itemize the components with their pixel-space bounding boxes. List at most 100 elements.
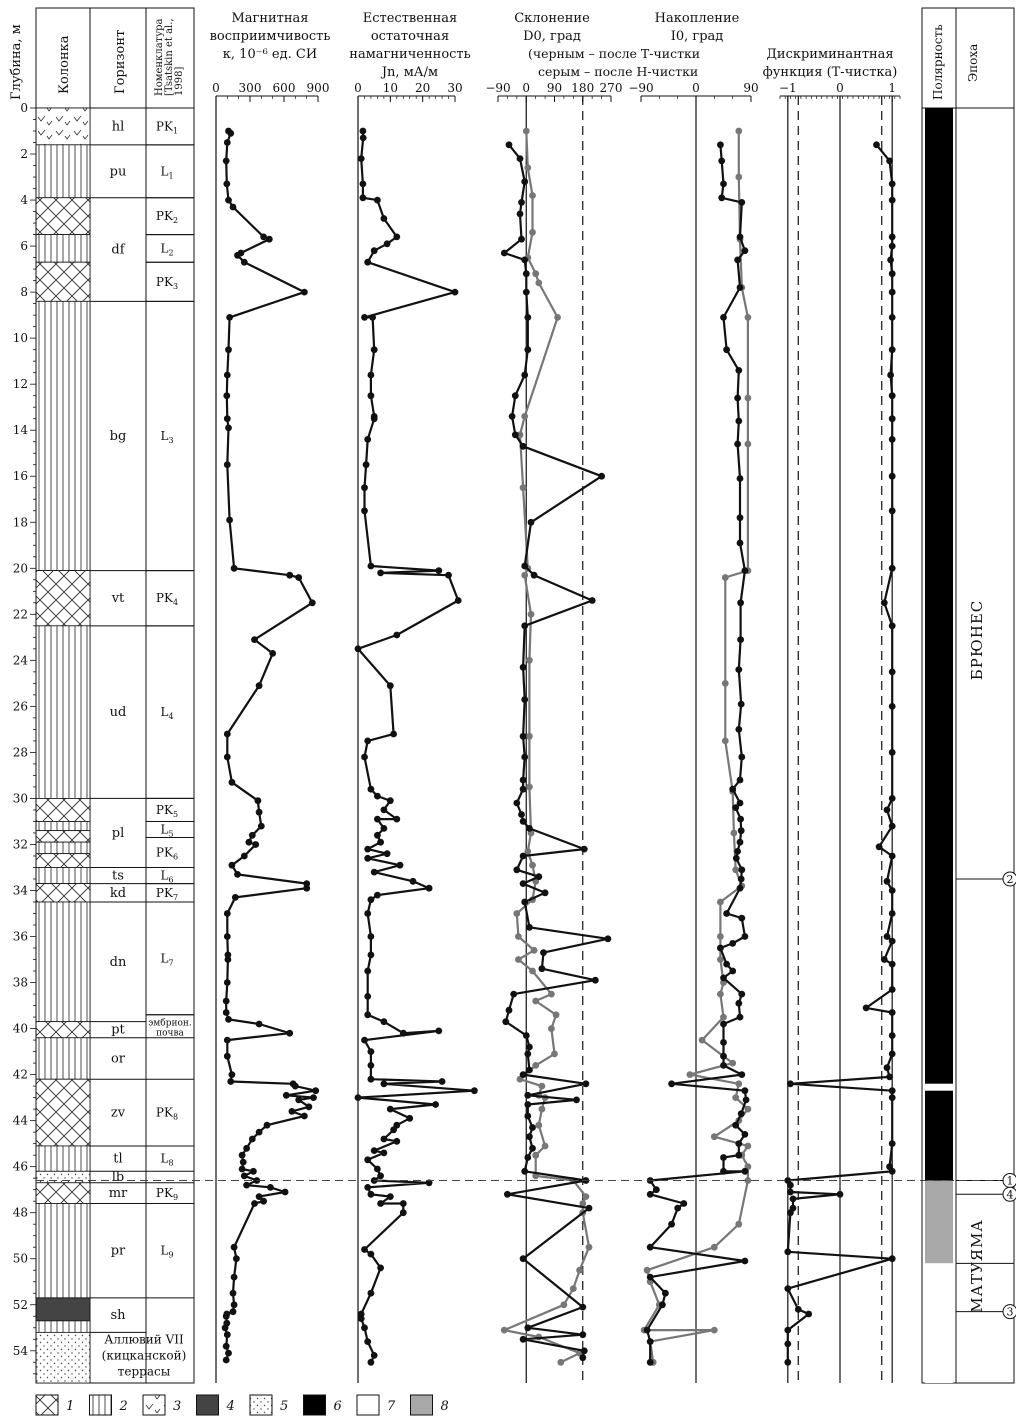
- data-point: [432, 1101, 439, 1108]
- data-point: [374, 792, 381, 800]
- data-point: [579, 1331, 587, 1339]
- nomenclature-label: PK1: [156, 119, 178, 135]
- data-point: [301, 288, 308, 296]
- data-point: [369, 314, 376, 321]
- polarity-zone-black: [925, 1090, 953, 1181]
- data-point: [500, 1326, 508, 1334]
- x-tick-label: −1: [779, 81, 797, 95]
- data-point: [223, 1052, 231, 1060]
- data-point: [521, 696, 529, 703]
- nomenclature-label: PK8: [156, 1106, 178, 1122]
- data-point: [538, 1082, 546, 1090]
- data-point: [741, 567, 749, 574]
- depth-tick-label: 10: [13, 331, 28, 345]
- nomenclature-label: L9: [160, 1244, 173, 1260]
- data-point: [524, 1324, 532, 1332]
- depth-tick-label: 42: [13, 1068, 28, 1082]
- data-point: [238, 1165, 246, 1173]
- data-point: [471, 1087, 478, 1095]
- data-point: [524, 1112, 532, 1120]
- data-point: [359, 194, 367, 202]
- depth-tick-label: 26: [13, 699, 28, 713]
- nomenclature-subscript: 2: [168, 248, 173, 257]
- data-point: [222, 157, 230, 165]
- data-point: [573, 1096, 580, 1104]
- data-point: [519, 484, 527, 492]
- data-point: [659, 1301, 666, 1309]
- nomenclature-subscript: 4: [173, 598, 178, 607]
- depth-tick-label: 32: [13, 837, 28, 851]
- data-point: [223, 415, 231, 423]
- horizon-label: pu: [110, 164, 127, 179]
- data-point: [794, 1306, 802, 1313]
- jn-title-2: остаточная: [371, 29, 449, 44]
- data-point: [310, 1094, 317, 1101]
- stratum: [35, 1021, 91, 1039]
- data-point: [741, 933, 749, 940]
- data-point: [888, 1255, 896, 1263]
- data-point: [370, 346, 378, 354]
- data-point: [888, 986, 896, 993]
- data-point: [364, 967, 372, 975]
- nomenclature-label: PK7: [156, 886, 178, 902]
- data-point: [721, 737, 729, 745]
- data-point: [735, 1151, 743, 1159]
- marker-circle: [1002, 1304, 1016, 1320]
- data-point: [888, 233, 896, 241]
- x-tick-label: 90: [743, 81, 758, 95]
- data-point: [888, 1009, 896, 1016]
- disc-title-1: Дискриминантная: [766, 47, 893, 62]
- data-point: [588, 597, 596, 604]
- legend-swatch-dots: [249, 1394, 273, 1416]
- data-point: [519, 818, 527, 825]
- data-point: [380, 825, 388, 832]
- data-point: [516, 431, 524, 439]
- data-point: [367, 951, 375, 959]
- data-point: [519, 663, 527, 671]
- data-point: [554, 314, 561, 321]
- data-point: [604, 935, 612, 943]
- data-point: [291, 1082, 299, 1090]
- data-point: [361, 1324, 368, 1332]
- legend-number: 6: [334, 1399, 342, 1414]
- data-point: [530, 571, 538, 579]
- data-point: [888, 852, 896, 860]
- data-point: [524, 1091, 532, 1099]
- log-tracks: 0 300 600 900 0 10 20 30 −90 0 90 180 270 −90 0 90 −1 0 1: [212, 81, 901, 1383]
- data-point: [680, 1200, 688, 1207]
- dec-title-2: D0, град: [523, 29, 581, 44]
- data-point: [225, 424, 232, 432]
- data-point: [888, 1050, 896, 1058]
- data-point: [784, 1340, 792, 1348]
- data-point: [521, 371, 529, 379]
- marker-label: 3: [1007, 1306, 1014, 1319]
- data-point: [230, 1243, 238, 1251]
- data-point: [281, 1188, 289, 1196]
- data-point: [230, 1301, 238, 1309]
- data-point: [718, 157, 726, 165]
- data-point: [720, 1013, 727, 1021]
- data-point: [370, 868, 378, 876]
- data-point: [888, 910, 896, 917]
- x-tick-label: −90: [485, 81, 510, 95]
- data-point: [888, 314, 896, 321]
- data-point: [234, 251, 241, 259]
- data-point: [524, 1154, 532, 1161]
- dec-title-3: (черным – после Т-чистки: [528, 46, 700, 61]
- data-point: [787, 1209, 794, 1217]
- legend-swatch-check-marks: [142, 1394, 166, 1416]
- data-point: [524, 1050, 532, 1058]
- data-point: [886, 1073, 893, 1081]
- data-point: [364, 1184, 372, 1191]
- data-point: [519, 880, 527, 887]
- dec-title-1: Склонение: [514, 11, 590, 26]
- data-point: [367, 1190, 375, 1198]
- data-point: [888, 472, 896, 480]
- data-point: [585, 1243, 593, 1251]
- data-point: [425, 884, 433, 892]
- kappa-title-1: Магнитная: [231, 11, 308, 26]
- data-point: [367, 1289, 375, 1297]
- x-tick-label: 180: [571, 81, 594, 95]
- data-point: [888, 288, 896, 296]
- data-point: [888, 668, 896, 676]
